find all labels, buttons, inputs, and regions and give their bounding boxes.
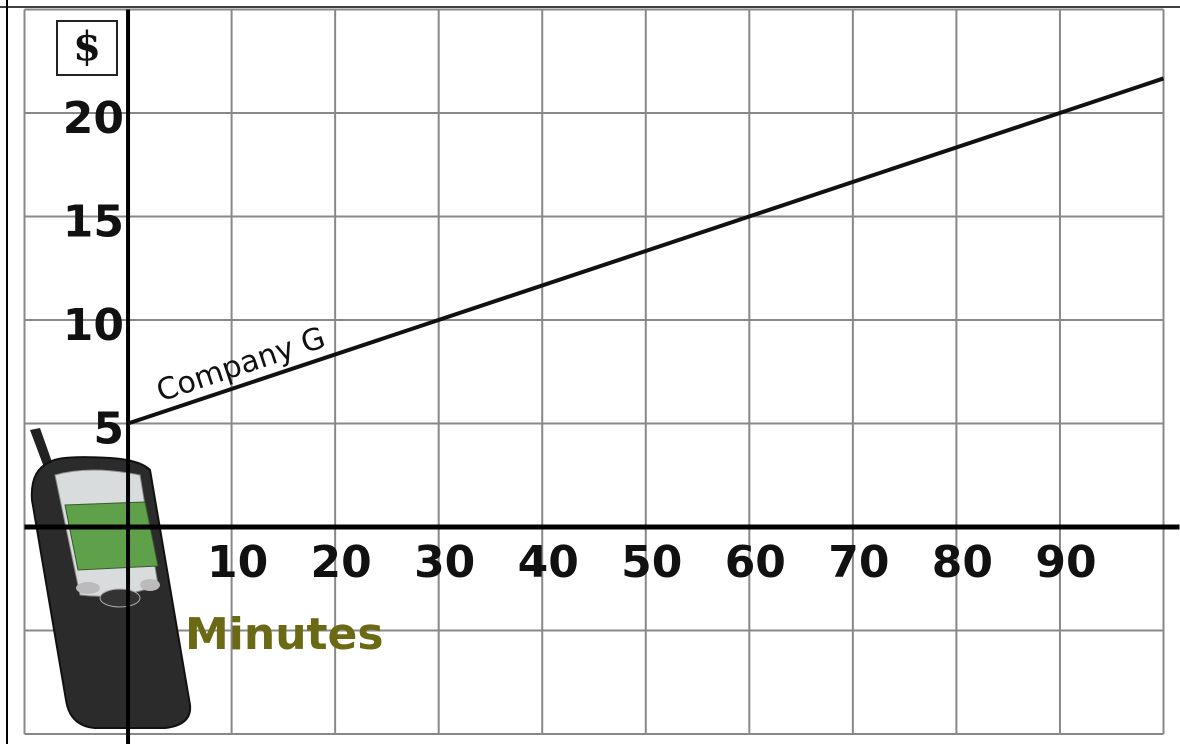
y-axis-label: $ xyxy=(73,23,101,70)
x-axis-label: Minutes xyxy=(185,609,384,660)
x-tick-label: 30 xyxy=(414,537,475,588)
x-tick-label: 90 xyxy=(1035,537,1096,588)
series-line xyxy=(127,76,1165,426)
y-tick-label: 15 xyxy=(63,197,124,248)
x-tick-label: 70 xyxy=(828,537,889,588)
x-tick-label: 50 xyxy=(621,537,682,588)
y-tick-label: 10 xyxy=(63,300,124,351)
x-tick-label: 40 xyxy=(518,537,579,588)
x-tick-label: 80 xyxy=(932,537,993,588)
x-tick-label: 20 xyxy=(311,537,372,588)
x-tick-label: 10 xyxy=(207,537,268,588)
y-tick-label: 5 xyxy=(93,404,124,455)
y-tick-label: 20 xyxy=(63,93,124,144)
x-tick-label: 60 xyxy=(725,537,786,588)
y-label-box xyxy=(56,20,118,76)
